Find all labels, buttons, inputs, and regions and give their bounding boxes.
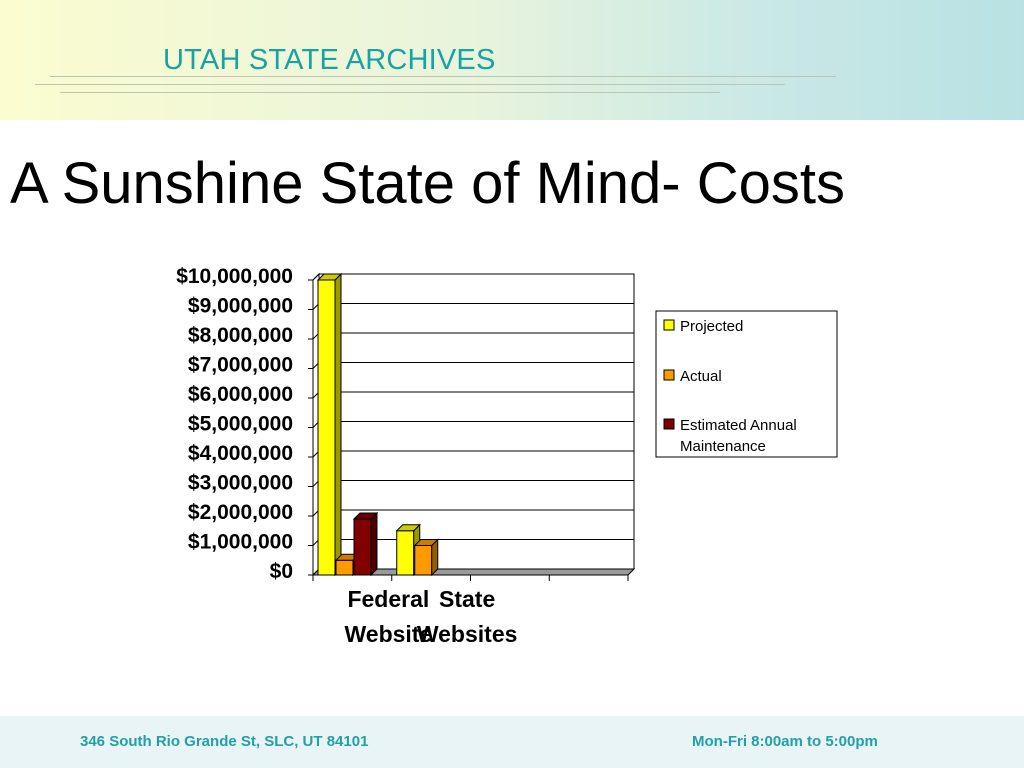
- y-tick-label: $3,000,000: [188, 472, 293, 495]
- bar-top: [316, 273, 343, 281]
- bar-front: [335, 559, 354, 576]
- bar-side: [370, 511, 378, 577]
- legend-label: Actual: [680, 368, 722, 385]
- legend-box: [655, 310, 838, 458]
- x-category-label: State: [439, 586, 495, 612]
- y-tick-label: $1,000,000: [188, 531, 293, 554]
- y-tick-label: $0: [270, 560, 293, 583]
- footer-bar: [0, 716, 1024, 768]
- bar-estimated-annual-maintenance: [352, 511, 379, 577]
- bar-top: [352, 512, 379, 520]
- header-rule: [60, 92, 720, 93]
- slide-title: A Sunshine State of Mind- Costs: [10, 151, 845, 216]
- bar-front: [353, 518, 372, 576]
- y-tick-label: $5,000,000: [188, 413, 293, 436]
- gridline-side: [312, 273, 320, 281]
- bar-side: [334, 272, 342, 577]
- bar-chart: $0 $1,000,000 $2,000,000 $3,000,000 $4,000,0…: [176, 265, 838, 647]
- y-tick-label: $10,000,000: [176, 265, 293, 288]
- legend-swatch: [663, 418, 675, 430]
- x-category-label: Website: [344, 621, 432, 647]
- footer-address: 346 South Rio Grande St, SLC, UT 84101: [80, 733, 369, 750]
- y-tick-label: $7,000,000: [188, 354, 293, 377]
- legend: Projected Actual Estimated Annual Maintenan…: [655, 310, 838, 458]
- y-tick-label: $4,000,000: [188, 442, 293, 465]
- legend-label: Maintenance: [680, 438, 766, 455]
- x-category-label: Federal: [347, 586, 429, 612]
- x-category-label: Websites: [417, 621, 518, 647]
- header-rule: [50, 76, 836, 77]
- legend-label: Projected: [680, 318, 743, 335]
- header-rule: [35, 84, 785, 85]
- legend-label: Estimated Annual: [680, 417, 797, 434]
- bar-actual: [413, 538, 439, 577]
- bar-front: [396, 530, 415, 576]
- y-tick-label: $8,000,000: [188, 324, 293, 347]
- y-tick-label: $2,000,000: [188, 501, 293, 524]
- legend-swatch: [663, 369, 675, 381]
- header-banner: [0, 0, 1024, 120]
- y-tick-label: $9,000,000: [188, 295, 293, 318]
- bar-projected: [316, 272, 343, 577]
- header-title: UTAH STATE ARCHIVES: [163, 44, 496, 76]
- bar-top: [395, 524, 421, 532]
- y-tick-label: $6,000,000: [188, 383, 293, 406]
- bar-top: [413, 539, 439, 546]
- footer-hours: Mon-Fri 8:00am to 5:00pm: [692, 733, 878, 750]
- bar-front: [317, 279, 336, 576]
- bar-front: [414, 545, 433, 576]
- legend-swatch: [663, 319, 675, 331]
